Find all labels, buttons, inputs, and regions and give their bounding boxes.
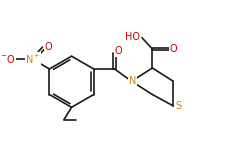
- Text: HO: HO: [125, 32, 140, 42]
- Text: O: O: [169, 44, 177, 54]
- Text: N: N: [129, 76, 136, 86]
- Text: O: O: [114, 46, 122, 56]
- Text: O: O: [44, 42, 52, 52]
- Text: S: S: [175, 101, 181, 111]
- Text: $^{-}$O: $^{-}$O: [0, 53, 15, 65]
- Text: N$^+$: N$^+$: [25, 53, 41, 66]
